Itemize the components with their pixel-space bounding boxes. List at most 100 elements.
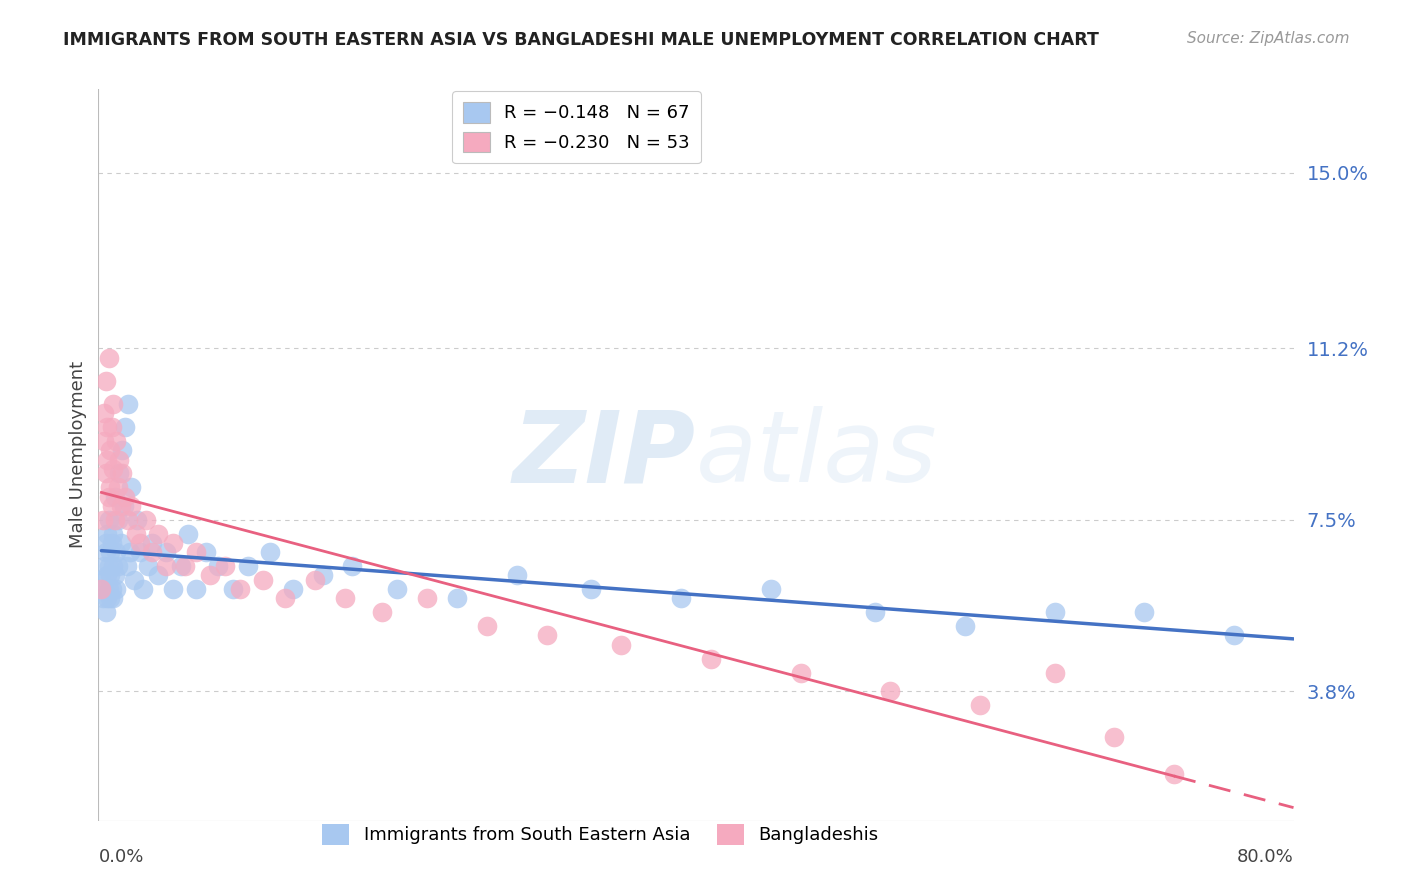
Point <box>129 545 152 559</box>
Point <box>1104 731 1126 745</box>
Point <box>94 545 117 559</box>
Point <box>879 684 901 698</box>
Point <box>141 545 163 559</box>
Point <box>104 568 127 582</box>
Legend: Immigrants from South Eastern Asia, Bangladeshis: Immigrants from South Eastern Asia, Bang… <box>315 816 886 852</box>
Point <box>96 526 118 541</box>
Y-axis label: Male Unemployment: Male Unemployment <box>69 361 87 549</box>
Point <box>281 582 304 597</box>
Point <box>105 434 128 448</box>
Point <box>93 582 115 597</box>
Text: IMMIGRANTS FROM SOUTH EASTERN ASIA VS BANGLADESHI MALE UNEMPLOYMENT CORRELATION : IMMIGRANTS FROM SOUTH EASTERN ASIA VS BA… <box>63 31 1099 49</box>
Point <box>475 619 498 633</box>
Point <box>101 499 124 513</box>
Point <box>94 467 117 481</box>
Point <box>94 374 117 388</box>
Point <box>259 545 281 559</box>
Point <box>148 526 170 541</box>
Point <box>103 559 125 574</box>
Point <box>110 536 132 550</box>
Point <box>222 582 245 597</box>
Point <box>103 591 125 606</box>
Point <box>789 665 811 680</box>
Point <box>124 573 146 587</box>
Point <box>93 434 115 448</box>
Point <box>108 467 131 481</box>
Point <box>506 568 529 582</box>
Point <box>98 591 122 606</box>
Point <box>759 582 782 597</box>
Point <box>98 568 122 582</box>
Point <box>96 568 118 582</box>
Point <box>103 462 125 476</box>
Point <box>195 545 218 559</box>
Point <box>174 559 197 574</box>
Point <box>103 526 125 541</box>
Point <box>1223 628 1246 642</box>
Point <box>581 582 603 597</box>
Point <box>105 545 128 559</box>
Point <box>304 573 326 587</box>
Point <box>700 651 723 665</box>
Point <box>162 536 184 550</box>
Point <box>101 420 124 434</box>
Point <box>91 513 114 527</box>
Point <box>97 351 120 365</box>
Point <box>969 698 991 712</box>
Point <box>117 397 139 411</box>
Point <box>103 397 125 411</box>
Point <box>1163 767 1185 781</box>
Point <box>311 568 333 582</box>
Point <box>111 443 134 458</box>
Point <box>101 582 124 597</box>
Point <box>101 536 124 550</box>
Point <box>110 499 132 513</box>
Point <box>865 605 887 619</box>
Text: atlas: atlas <box>696 407 938 503</box>
Point <box>610 638 633 652</box>
Point <box>132 582 155 597</box>
Point <box>120 499 142 513</box>
Point <box>105 582 128 597</box>
Text: 0.0%: 0.0% <box>98 848 143 866</box>
Point <box>155 559 177 574</box>
Point <box>97 582 120 597</box>
Point <box>104 513 127 527</box>
Text: 80.0%: 80.0% <box>1237 848 1294 866</box>
Point <box>669 591 692 606</box>
Point <box>1133 605 1156 619</box>
Point <box>96 452 118 467</box>
Point <box>953 619 976 633</box>
Point <box>129 536 152 550</box>
Point <box>97 559 120 574</box>
Point <box>184 545 207 559</box>
Point <box>125 526 148 541</box>
Point <box>117 513 139 527</box>
Point <box>155 545 177 559</box>
Point <box>252 573 274 587</box>
Point <box>108 452 131 467</box>
Point <box>115 559 138 574</box>
Text: ZIP: ZIP <box>513 407 696 503</box>
Point <box>112 499 135 513</box>
Point <box>97 490 120 504</box>
Point <box>114 420 136 434</box>
Point <box>446 591 468 606</box>
Point <box>93 406 115 420</box>
Point <box>135 513 157 527</box>
Point <box>107 559 129 574</box>
Point <box>93 559 115 574</box>
Point <box>104 490 127 504</box>
Point <box>114 490 136 504</box>
Point <box>371 605 394 619</box>
Point <box>90 573 112 587</box>
Point <box>118 545 141 559</box>
Point <box>107 513 129 527</box>
Point <box>136 559 159 574</box>
Point <box>148 568 170 582</box>
Point <box>127 513 149 527</box>
Point <box>416 591 439 606</box>
Point <box>107 480 129 494</box>
Point <box>342 559 364 574</box>
Point <box>236 559 259 574</box>
